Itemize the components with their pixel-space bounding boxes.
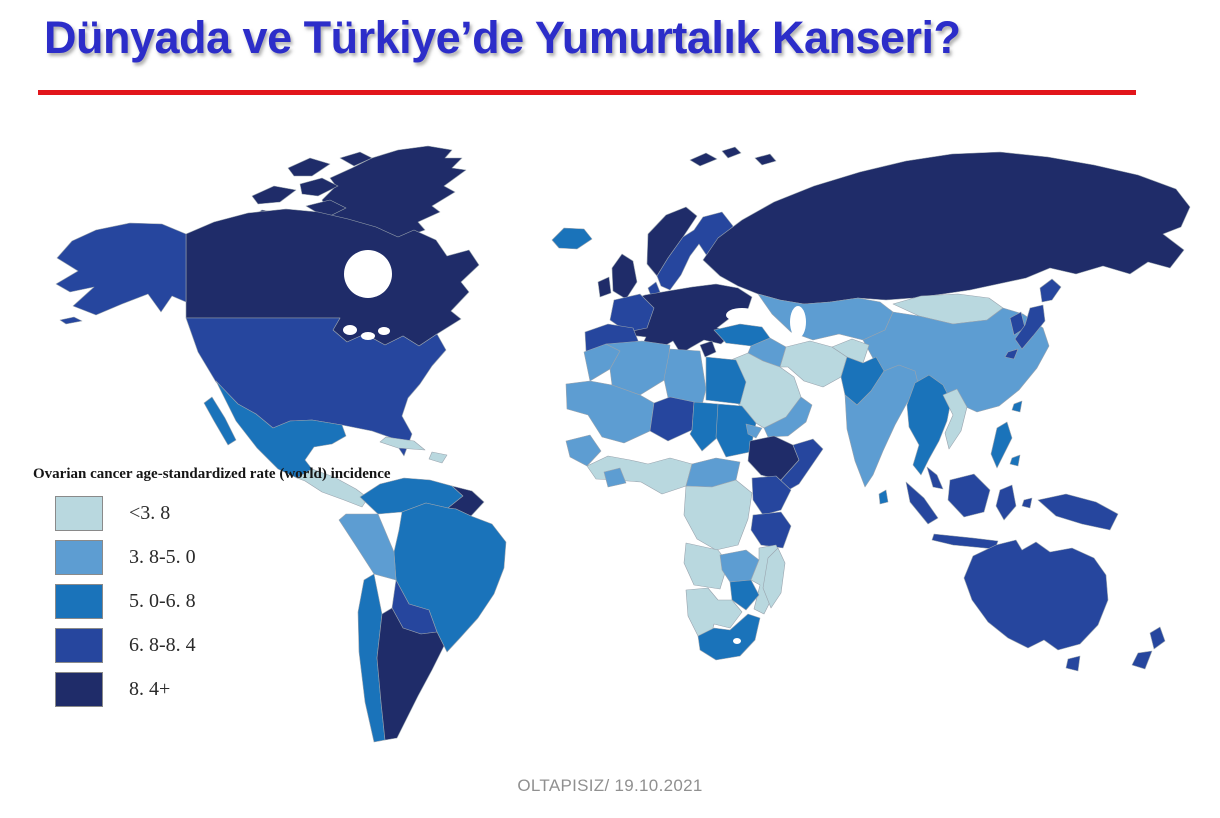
legend-row: 3. 8-5. 0 — [33, 540, 391, 575]
slide-title: Dünyada ve Türkiye’de Yumurtalık Kanseri… — [44, 12, 961, 63]
region-tanzania — [750, 511, 792, 549]
legend-swatch-3 — [55, 584, 103, 619]
region-cuba — [379, 436, 426, 451]
legend-title: Ovarian cancer age-standardized rate (wo… — [33, 466, 391, 482]
region-baja-california — [203, 396, 237, 446]
region-svalbard — [689, 146, 777, 167]
caspian-sea-water — [790, 306, 806, 338]
region-niger — [649, 396, 695, 442]
region-australia — [963, 539, 1109, 651]
region-iceland — [551, 227, 593, 250]
region-angola — [683, 542, 729, 590]
region-iran — [779, 340, 848, 388]
region-tasmania — [1065, 655, 1081, 672]
great-lakes-water — [343, 325, 357, 335]
region-denmark — [647, 281, 661, 297]
legend-row: <3. 8 — [33, 496, 391, 531]
region-west-africa-coast — [586, 455, 693, 495]
region-madagascar — [762, 547, 786, 609]
legend-label-2: 3. 8-5. 0 — [129, 546, 196, 568]
region-drc — [683, 479, 753, 551]
black-sea-water — [726, 308, 758, 322]
region-new-zealand — [1131, 626, 1166, 670]
region-zimbabwe — [729, 579, 760, 611]
footer-credit: OLTAPISIZ/ 19.10.2021 — [517, 776, 703, 795]
great-lakes-water — [361, 332, 375, 340]
legend-label-5: 8. 4+ — [129, 678, 171, 700]
region-alaska — [55, 222, 187, 325]
region-new-guinea — [1037, 493, 1119, 531]
legend-label-1: <3. 8 — [129, 502, 171, 524]
region-namibia-botswana — [685, 587, 743, 637]
region-uk-ireland — [597, 253, 638, 300]
legend-label-4: 6. 8-8. 4 — [129, 634, 196, 656]
map-legend: Ovarian cancer age-standardized rate (wo… — [33, 466, 391, 717]
legend-label-3: 5. 0-6. 8 — [129, 590, 196, 612]
region-vietnam — [942, 388, 968, 450]
legend-swatch-5 — [55, 672, 103, 707]
region-uganda-kenya — [751, 475, 792, 516]
legend-row: 8. 4+ — [33, 672, 391, 707]
region-somalia — [780, 438, 824, 493]
lesotho-gap — [733, 638, 741, 644]
region-senegal-guinea — [565, 434, 602, 467]
region-france — [609, 293, 655, 333]
region-chad — [689, 401, 719, 452]
region-south-africa — [697, 613, 761, 661]
region-taiwan — [1011, 400, 1023, 413]
region-india — [844, 364, 920, 488]
region-argentina — [376, 607, 445, 741]
region-sri-lanka — [878, 489, 889, 505]
region-hispaniola — [428, 451, 448, 464]
region-mexico — [215, 380, 347, 479]
hudson-bay-water — [344, 250, 392, 298]
region-indonesia-malaysia — [905, 466, 1033, 550]
region-russia — [702, 151, 1191, 305]
region-afghanistan — [831, 338, 870, 364]
region-se-asia-mainland — [906, 374, 952, 476]
region-central-america — [296, 468, 369, 508]
title-divider-line — [38, 90, 1136, 95]
legend-swatch-2 — [55, 540, 103, 575]
legend-swatch-4 — [55, 628, 103, 663]
legend-row: 5. 0-6. 8 — [33, 584, 391, 619]
legend-row: 6. 8-8. 4 — [33, 628, 391, 663]
legend-swatch-1 — [55, 496, 103, 531]
region-egypt — [705, 356, 747, 405]
region-peru-ecuador — [338, 513, 397, 581]
region-philippines — [990, 421, 1021, 469]
region-greece — [699, 340, 717, 358]
region-ivory-coast — [603, 467, 627, 488]
region-japan — [1004, 278, 1062, 360]
great-lakes-water — [378, 327, 390, 335]
region-eritrea — [745, 423, 763, 439]
